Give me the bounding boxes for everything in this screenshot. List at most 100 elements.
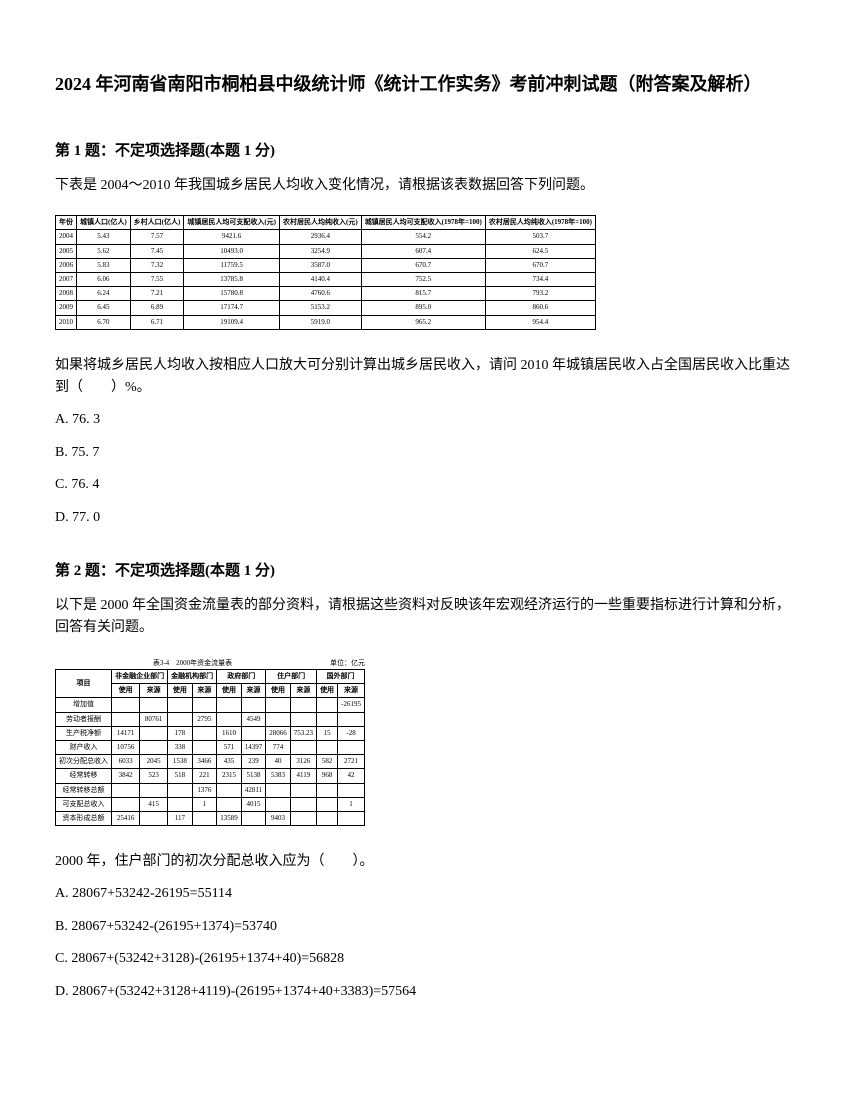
table-cell: 5.43 <box>77 230 131 244</box>
table-cell: 4140.4 <box>280 272 362 286</box>
q1-option-c: C. 76. 4 <box>55 474 795 496</box>
table-cell <box>112 783 140 797</box>
table-row: 生产税净额14171178161028066753.2315-28 <box>56 726 365 740</box>
table-cell: 968 <box>317 769 338 783</box>
q1-header: 第 1 题：不定项选择题(本题 1 分) <box>55 139 795 163</box>
table-cell: 670.7 <box>485 258 595 272</box>
table-cell: 14397 <box>241 740 266 754</box>
table-cell: 4549 <box>241 712 266 726</box>
table-cell <box>140 726 168 740</box>
table-header: 农村居民人均纯收入(1978年=100) <box>485 216 595 230</box>
table-cell: 2008 <box>56 287 77 301</box>
table-header: 政府部门 <box>217 670 266 684</box>
table-cell: -28 <box>338 726 365 740</box>
table-cell: 7.45 <box>130 244 184 258</box>
table-cell: 10756 <box>112 740 140 754</box>
table-cell: 13589 <box>217 811 242 825</box>
q1-option-a: A. 76. 3 <box>55 409 795 431</box>
table-subheader: 使用 <box>112 684 140 698</box>
table-cell <box>266 797 291 811</box>
table-row: 初次分配总收入603320451538346643523940312658227… <box>56 755 365 769</box>
table-cell: 2045 <box>140 755 168 769</box>
table-cell: 2006 <box>56 258 77 272</box>
table-cell: 28066 <box>266 726 291 740</box>
table-cell: 752.5 <box>361 272 485 286</box>
table-header: 国外部门 <box>317 670 365 684</box>
q2-body: 2000 年，住户部门的初次分配总收入应为（ ）。 <box>55 851 795 873</box>
table-cell: 221 <box>192 769 217 783</box>
table-cell <box>338 712 365 726</box>
table-cell: 2795 <box>192 712 217 726</box>
table-cell: 3466 <box>192 755 217 769</box>
table-cell: 774 <box>266 740 291 754</box>
table-cell: 338 <box>168 740 193 754</box>
table-cell: 435 <box>217 755 242 769</box>
table-cell: 初次分配总收入 <box>56 755 112 769</box>
table-cell <box>290 783 316 797</box>
table-row: 20106.706.7119109.45919.0965.2954.4 <box>56 315 596 329</box>
table-cell: 11759.5 <box>184 258 280 272</box>
table-cell <box>192 740 217 754</box>
table-cell <box>317 712 338 726</box>
table-cell: 可支配总收入 <box>56 797 112 811</box>
table-cell <box>192 726 217 740</box>
table-cell: 965.2 <box>361 315 485 329</box>
table-cell: 2007 <box>56 272 77 286</box>
table-cell: 178 <box>168 726 193 740</box>
table-cell: 607.4 <box>361 244 485 258</box>
table-cell: 503.7 <box>485 230 595 244</box>
table-subheader: 使用 <box>217 684 242 698</box>
table-cell: 9403 <box>266 811 291 825</box>
table-cell: 793.2 <box>485 287 595 301</box>
table-cell <box>290 797 316 811</box>
table-cell: 80761 <box>140 712 168 726</box>
table-cell: 1 <box>338 797 365 811</box>
q2-option-c: C. 28067+(53242+3128)-(26195+1374+40)=56… <box>55 948 795 970</box>
table-cell <box>338 811 365 825</box>
table-cell <box>290 740 316 754</box>
table-cell: 624.5 <box>485 244 595 258</box>
table-cell: 3587.0 <box>280 258 362 272</box>
table-cell: 2009 <box>56 301 77 315</box>
table-cell: 5.62 <box>77 244 131 258</box>
table-cell: 15780.8 <box>184 287 280 301</box>
table-cell: 4760.6 <box>280 287 362 301</box>
table-cell: -26195 <box>338 698 365 712</box>
table-header: 农村居民人均纯收入(元) <box>280 216 362 230</box>
table-cell: 2004 <box>56 230 77 244</box>
table-cell: 6.70 <box>77 315 131 329</box>
table-cell <box>290 712 316 726</box>
table-cell: 经常转移 <box>56 769 112 783</box>
table-row: 20086.247.2115780.84760.6815.7793.2 <box>56 287 596 301</box>
q1-intro: 下表是 2004～2010 年我国城乡居民人均收入变化情况，请根据该表数据回答下… <box>55 175 795 197</box>
table-header: 金融机构部门 <box>168 670 217 684</box>
table-cell: 13785.8 <box>184 272 280 286</box>
table-cell: 954.4 <box>485 315 595 329</box>
table-header: 城镇居民人均可支配收入(1978年=100) <box>361 216 485 230</box>
table-cell <box>317 740 338 754</box>
table-row: 劳动者报酬8076127954549 <box>56 712 365 726</box>
q2-option-b: B. 28067+53242-(26195+1374)=53740 <box>55 916 795 938</box>
table-cell: 19109.4 <box>184 315 280 329</box>
table-cell <box>192 698 217 712</box>
table-cell: 860.6 <box>485 301 595 315</box>
table-cell: 895.0 <box>361 301 485 315</box>
table-cell: 1538 <box>168 755 193 769</box>
table-row: 增加值-26195 <box>56 698 365 712</box>
q2-table-title: 表3-4 2000年资金流量表 <box>153 658 232 669</box>
table-header: 住户部门 <box>266 670 317 684</box>
table-cell: 415 <box>140 797 168 811</box>
table-header: 城镇人口(亿人) <box>77 216 131 230</box>
table-cell: 5919.0 <box>280 315 362 329</box>
table-cell: 2721 <box>338 755 365 769</box>
table-cell <box>317 797 338 811</box>
table-cell: 3126 <box>290 755 316 769</box>
table-cell: 6.06 <box>77 272 131 286</box>
table-row: 资本形成总额25416117135899403 <box>56 811 365 825</box>
table-cell <box>338 740 365 754</box>
table-cell: 6.89 <box>130 301 184 315</box>
table-cell: 42811 <box>241 783 266 797</box>
table-cell: 3254.9 <box>280 244 362 258</box>
table-subheader: 使用 <box>266 684 291 698</box>
table-subheader: 使用 <box>168 684 193 698</box>
